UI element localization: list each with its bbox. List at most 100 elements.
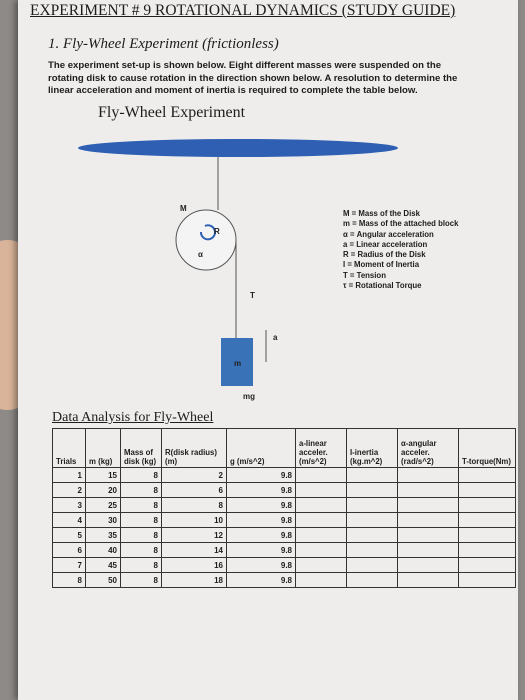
cell: 9.8 bbox=[226, 542, 296, 558]
cell: 45 bbox=[85, 557, 121, 573]
figure-title: Fly-Wheel Experiment bbox=[98, 104, 246, 121]
cell: 9.8 bbox=[226, 467, 296, 483]
header-cell: m (kg) bbox=[85, 428, 121, 468]
cell: 6 bbox=[52, 542, 86, 558]
cell: 25 bbox=[85, 497, 121, 513]
legend: M = Mass of the Disk m = Mass of the atta… bbox=[343, 209, 458, 291]
cell: 8 bbox=[120, 512, 162, 528]
cell: 9.8 bbox=[226, 527, 296, 543]
label: M bbox=[180, 204, 187, 213]
cell: 8 bbox=[120, 527, 162, 543]
cell bbox=[346, 482, 398, 498]
paragraph: The experiment set-up is shown below. Ei… bbox=[48, 60, 458, 96]
diagram: M R α T a m mg bbox=[78, 139, 398, 401]
cell: 2 bbox=[161, 467, 227, 483]
legend-item: τ = Rotational Torque bbox=[343, 281, 422, 291]
legend-item: m = Mass of the attached block bbox=[343, 219, 459, 229]
cell: 18 bbox=[161, 572, 227, 588]
row: 2 20 8 6 9.8 bbox=[52, 482, 516, 498]
cell bbox=[346, 542, 398, 558]
cell bbox=[346, 467, 398, 483]
cell: 9.8 bbox=[226, 482, 296, 498]
cell: 3 bbox=[52, 497, 86, 513]
table-title: Data Analysis for Fly-Wheel bbox=[52, 410, 214, 425]
cell bbox=[458, 482, 516, 498]
cell: 15 bbox=[85, 467, 121, 483]
cell: 8 bbox=[120, 482, 162, 498]
legend-item: T = Tension bbox=[343, 270, 386, 280]
cell: 2 bbox=[52, 482, 86, 498]
cell: 12 bbox=[161, 527, 227, 543]
rotation-arrow bbox=[199, 224, 216, 241]
legend-item: R = Radius of the Disk bbox=[343, 250, 426, 260]
cell bbox=[295, 497, 347, 513]
cell bbox=[458, 542, 516, 558]
cell: 10 bbox=[161, 512, 227, 528]
header-cell: I-inertia (kg.m^2) bbox=[346, 428, 398, 468]
ceiling bbox=[78, 139, 398, 157]
header-row: Trials m (kg) Mass of disk (kg) R(disk radi… bbox=[52, 428, 516, 468]
header-cell: g (m/s^2) bbox=[226, 428, 296, 468]
cell: 8 bbox=[120, 497, 162, 513]
cell bbox=[397, 557, 459, 573]
cell bbox=[397, 497, 459, 513]
cell bbox=[346, 527, 398, 543]
header-cell: a-linear acceler. (m/s^2) bbox=[295, 428, 347, 468]
cell bbox=[295, 467, 347, 483]
cell bbox=[346, 512, 398, 528]
row: 8 50 8 18 9.8 bbox=[52, 572, 516, 588]
cell bbox=[295, 527, 347, 543]
row: 7 45 8 16 9.8 bbox=[52, 557, 516, 573]
legend-item: I = Moment of Inertia bbox=[343, 260, 420, 270]
cell bbox=[458, 467, 516, 483]
cell bbox=[458, 497, 516, 513]
header-cell: α-angular acceler. (rad/s^2) bbox=[397, 428, 459, 468]
row: 5 35 8 12 9.8 bbox=[52, 527, 516, 543]
cell: 35 bbox=[85, 527, 121, 543]
legend-item: α = Angular acceleration bbox=[343, 229, 434, 239]
row: 4 30 8 10 9.8 bbox=[52, 512, 516, 528]
cell bbox=[458, 557, 516, 573]
legend-item: a = Linear acceleration bbox=[343, 239, 428, 249]
cell bbox=[397, 572, 459, 588]
header-cell: Trials bbox=[52, 428, 86, 468]
paper: EXPERIMENT # 9 ROTATIONAL DYNAMICS (STUD… bbox=[18, 0, 518, 700]
cell bbox=[397, 482, 459, 498]
cell: 7 bbox=[52, 557, 86, 573]
cell: 8 bbox=[120, 467, 162, 483]
cell bbox=[346, 497, 398, 513]
title: EXPERIMENT # 9 ROTATIONAL DYNAMICS (STUD… bbox=[30, 2, 456, 19]
data-table: Trials m (kg) Mass of disk (kg) R(disk radi… bbox=[52, 428, 516, 588]
cell: 5 bbox=[52, 527, 86, 543]
cell bbox=[295, 572, 347, 588]
row: 1 15 8 2 9.8 bbox=[52, 467, 516, 483]
cell: 20 bbox=[85, 482, 121, 498]
label: T bbox=[250, 291, 255, 300]
cell bbox=[346, 557, 398, 573]
header-cell: R(disk radius)(m) bbox=[161, 428, 227, 468]
label: m bbox=[234, 359, 241, 368]
row: 6 40 8 14 9.8 bbox=[52, 542, 516, 558]
cell bbox=[397, 512, 459, 528]
label: a bbox=[273, 333, 278, 342]
cell: 8 bbox=[120, 557, 162, 573]
section-title: 1. Fly-Wheel Experiment (frictionless) bbox=[48, 36, 279, 52]
cell: 16 bbox=[161, 557, 227, 573]
cell: 30 bbox=[85, 512, 121, 528]
cell bbox=[346, 572, 398, 588]
cell: 8 bbox=[120, 542, 162, 558]
cell: 9.8 bbox=[226, 572, 296, 588]
cell bbox=[295, 557, 347, 573]
header-cell: Mass of disk (kg) bbox=[120, 428, 162, 468]
cell bbox=[295, 542, 347, 558]
cell: 9.8 bbox=[226, 512, 296, 528]
label: mg bbox=[243, 392, 255, 401]
cell: 40 bbox=[85, 542, 121, 558]
cell bbox=[397, 542, 459, 558]
legend-item: M = Mass of the Disk bbox=[343, 209, 420, 218]
cell bbox=[458, 527, 516, 543]
row: 3 25 8 8 9.8 bbox=[52, 497, 516, 513]
label: α bbox=[198, 250, 203, 259]
cell bbox=[397, 527, 459, 543]
